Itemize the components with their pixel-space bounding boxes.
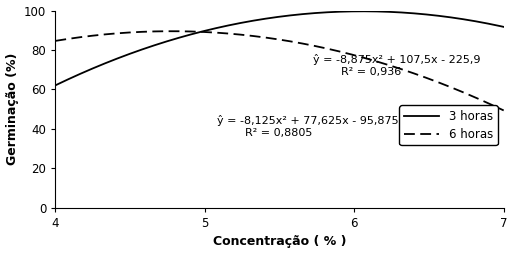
Y-axis label: Germinação (%): Germinação (%)	[6, 53, 18, 165]
Legend: 3 horas, 6 horas: 3 horas, 6 horas	[399, 105, 498, 145]
X-axis label: Concentração ( % ): Concentração ( % )	[213, 235, 346, 248]
Text: ŷ = -8,875x² + 107,5x - 225,9
        R² = 0,936: ŷ = -8,875x² + 107,5x - 225,9 R² = 0,936	[313, 54, 481, 76]
Text: ŷ = -8,125x² + 77,625x - 95,875
        R² = 0,8805: ŷ = -8,125x² + 77,625x - 95,875 R² = 0,8…	[217, 115, 399, 138]
